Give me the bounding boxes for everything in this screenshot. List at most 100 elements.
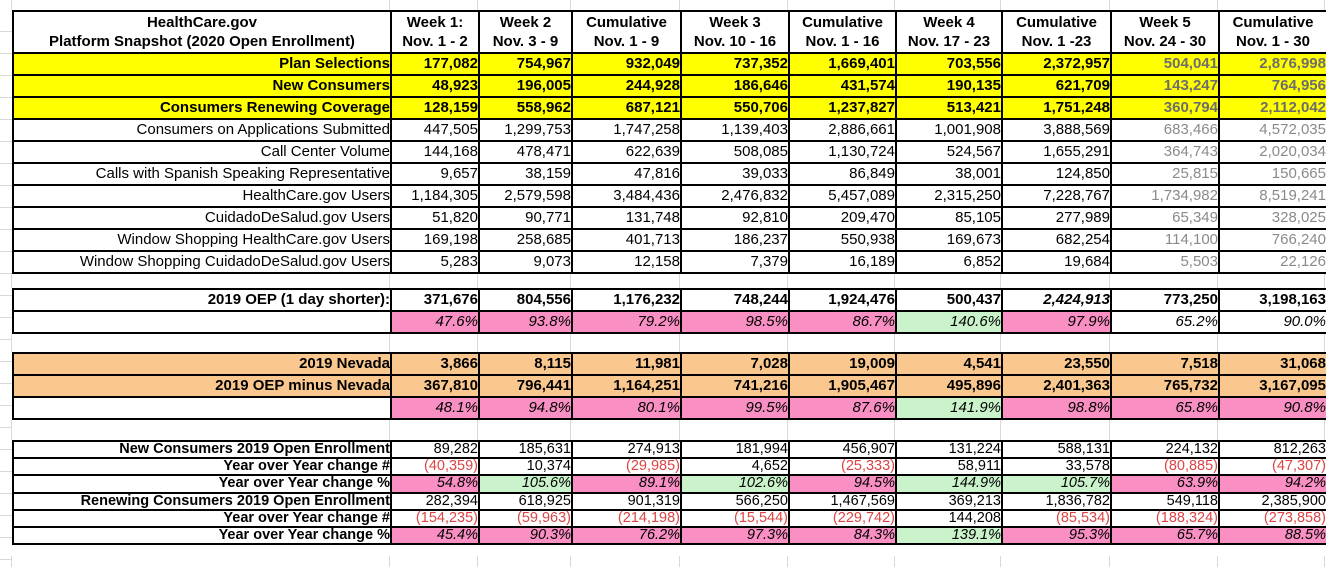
percent-cell[interactable]: 65.7% (1110, 526, 1220, 546)
value-cell[interactable]: (25,333) (788, 457, 897, 477)
row-label-cell[interactable]: Year over Year change % (12, 526, 392, 546)
percent-cell[interactable]: 84.3% (788, 526, 897, 546)
value-cell[interactable]: 4,541 (895, 352, 1003, 376)
percent-cell[interactable]: 95.3% (1001, 526, 1112, 546)
value-cell[interactable]: (273,858) (1218, 508, 1326, 529)
value-cell[interactable]: 3,167,095 (1218, 374, 1326, 398)
value-cell[interactable]: 190,135 (895, 74, 1003, 98)
value-cell[interactable]: 47,816 (571, 162, 682, 186)
percent-cell[interactable]: 79.2% (571, 310, 682, 334)
value-cell[interactable]: 258,685 (478, 228, 573, 252)
value-cell[interactable]: 38,001 (895, 162, 1003, 186)
value-cell[interactable]: 11,981 (571, 352, 682, 376)
row-label-cell[interactable]: CuidadoDeSalud.gov Users (12, 206, 392, 230)
value-cell[interactable]: 131,748 (571, 206, 682, 230)
row-label-cell[interactable]: 2019 OEP minus Nevada (12, 374, 392, 398)
value-cell[interactable]: 1,751,248 (1001, 96, 1112, 120)
value-cell[interactable]: 1,176,232 (571, 288, 682, 312)
value-cell[interactable]: 196,005 (478, 74, 573, 98)
percent-cell[interactable]: 45.4% (390, 526, 480, 546)
value-cell[interactable]: 2,385,900 (1218, 491, 1326, 511)
value-cell[interactable]: 456,907 (788, 439, 897, 460)
value-cell[interactable]: 186,646 (680, 74, 790, 98)
value-cell[interactable]: 401,713 (571, 228, 682, 252)
value-cell[interactable]: 186,237 (680, 228, 790, 252)
value-cell[interactable]: 764,956 (1218, 74, 1326, 98)
value-cell[interactable]: 1,184,305 (390, 184, 480, 208)
value-cell[interactable]: 185,631 (478, 439, 573, 460)
value-cell[interactable]: 150,665 (1218, 162, 1326, 186)
value-cell[interactable]: 86,849 (788, 162, 897, 186)
percent-cell[interactable]: 65.2% (1110, 310, 1220, 334)
value-cell[interactable]: (85,534) (1001, 508, 1112, 529)
value-cell[interactable]: 1,130,724 (788, 140, 897, 164)
percent-cell[interactable]: 141.9% (895, 396, 1003, 420)
value-cell[interactable]: 367,810 (390, 374, 480, 398)
percent-cell[interactable]: 87.6% (788, 396, 897, 420)
value-cell[interactable]: 1,001,908 (895, 118, 1003, 142)
percent-cell[interactable]: 90.3% (478, 526, 573, 546)
value-cell[interactable]: (214,198) (571, 508, 682, 529)
percent-cell[interactable]: 94.8% (478, 396, 573, 420)
row-label-cell[interactable]: Year over Year change # (12, 457, 392, 477)
value-cell[interactable]: 48,923 (390, 74, 480, 98)
value-cell[interactable]: 209,470 (788, 206, 897, 230)
percent-cell[interactable]: 65.8% (1110, 396, 1220, 420)
value-cell[interactable]: 5,283 (390, 250, 480, 274)
column-header-4[interactable]: Week 3 Nov. 10 - 16 (680, 10, 790, 54)
percent-cell[interactable]: 86.7% (788, 310, 897, 334)
value-cell[interactable]: 812,263 (1218, 439, 1326, 460)
value-cell[interactable]: 33,578 (1001, 457, 1112, 477)
percent-cell[interactable]: 144.9% (895, 474, 1003, 494)
value-cell[interactable]: 114,100 (1110, 228, 1220, 252)
value-cell[interactable]: 39,033 (680, 162, 790, 186)
row-label-cell[interactable]: Window Shopping CuidadoDeSalud.gov Users (12, 250, 392, 274)
percent-cell[interactable]: 97.3% (680, 526, 790, 546)
row-label-cell[interactable]: Consumers on Applications Submitted (12, 118, 392, 142)
value-cell[interactable]: 550,706 (680, 96, 790, 120)
column-header-3[interactable]: Cumulative Nov. 1 - 9 (571, 10, 682, 54)
value-cell[interactable]: 38,159 (478, 162, 573, 186)
value-cell[interactable]: (15,544) (680, 508, 790, 529)
value-cell[interactable]: 524,567 (895, 140, 1003, 164)
value-cell[interactable]: 177,082 (390, 52, 480, 76)
value-cell[interactable]: 277,989 (1001, 206, 1112, 230)
value-cell[interactable]: 10,374 (478, 457, 573, 477)
percent-cell[interactable]: 48.1% (390, 396, 480, 420)
value-cell[interactable]: 1,905,467 (788, 374, 897, 398)
value-cell[interactable]: 328,025 (1218, 206, 1326, 230)
value-cell[interactable]: 431,574 (788, 74, 897, 98)
percent-cell[interactable]: 93.8% (478, 310, 573, 334)
value-cell[interactable]: 12,158 (571, 250, 682, 274)
value-cell[interactable]: 2,476,832 (680, 184, 790, 208)
percent-cell[interactable]: 88.5% (1218, 526, 1326, 546)
row-label-cell[interactable]: HealthCare.gov Users (12, 184, 392, 208)
row-label-cell[interactable]: Year over Year change % (12, 474, 392, 494)
value-cell[interactable]: 765,732 (1110, 374, 1220, 398)
value-cell[interactable]: 550,938 (788, 228, 897, 252)
row-label-cell[interactable]: New Consumers 2019 Open Enrollment (12, 439, 392, 460)
value-cell[interactable]: 2,315,250 (895, 184, 1003, 208)
value-cell[interactable]: (154,235) (390, 508, 480, 529)
value-cell[interactable]: 588,131 (1001, 439, 1112, 460)
value-cell[interactable]: 16,189 (788, 250, 897, 274)
value-cell[interactable]: 65,349 (1110, 206, 1220, 230)
value-cell[interactable]: 4,652 (680, 457, 790, 477)
value-cell[interactable]: 2,579,598 (478, 184, 573, 208)
value-cell[interactable]: 513,421 (895, 96, 1003, 120)
value-cell[interactable]: 23,550 (1001, 352, 1112, 376)
value-cell[interactable]: 1,655,291 (1001, 140, 1112, 164)
value-cell[interactable]: 1,669,401 (788, 52, 897, 76)
value-cell[interactable]: 2,886,661 (788, 118, 897, 142)
value-cell[interactable]: 369,213 (895, 491, 1003, 511)
value-cell[interactable]: 22,126 (1218, 250, 1326, 274)
percent-cell[interactable]: 98.8% (1001, 396, 1112, 420)
value-cell[interactable]: 5,457,089 (788, 184, 897, 208)
percent-cell[interactable]: 47.6% (390, 310, 480, 334)
value-cell[interactable]: (47,307) (1218, 457, 1326, 477)
value-cell[interactable]: 143,247 (1110, 74, 1220, 98)
value-cell[interactable]: 371,676 (390, 288, 480, 312)
value-cell[interactable]: (229,742) (788, 508, 897, 529)
row-label-cell[interactable]: Call Center Volume (12, 140, 392, 164)
value-cell[interactable]: 8,115 (478, 352, 573, 376)
